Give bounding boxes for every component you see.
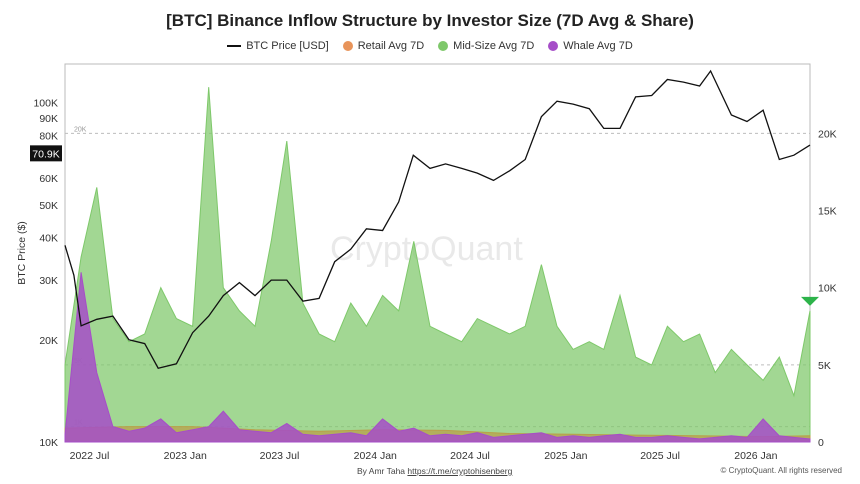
legend-label: Mid-Size Avg 7D bbox=[453, 40, 535, 52]
legend-line-swatch bbox=[227, 45, 242, 47]
legend-item-whale[interactable]: Whale Avg 7D bbox=[548, 40, 633, 52]
x-tick-label: 2024 Jul bbox=[450, 450, 490, 462]
left-tick-label: 50K bbox=[39, 200, 58, 212]
legend-label: Whale Avg 7D bbox=[563, 40, 633, 52]
mid-size-area bbox=[64, 87, 811, 443]
right-tick-label: 15K bbox=[818, 206, 837, 218]
right-tick-label: 20K bbox=[818, 128, 837, 140]
x-tick-label: 2022 Jul bbox=[70, 450, 110, 462]
latest-value-marker bbox=[801, 296, 819, 306]
y-axis-label: BTC Price ($) bbox=[16, 221, 28, 285]
right-tick-label: 0 bbox=[818, 437, 824, 449]
legend-dot-swatch bbox=[342, 41, 353, 51]
left-tick-label: 60K bbox=[39, 173, 58, 185]
left-tick-label: 80K bbox=[39, 131, 58, 143]
x-tick-label: 2023 Jan bbox=[164, 450, 207, 462]
left-tick-label: 40K bbox=[39, 233, 58, 245]
x-tick-label: 2025 Jan bbox=[544, 450, 587, 462]
legend-item-price[interactable]: BTC Price [USD] bbox=[227, 40, 329, 52]
line-series bbox=[64, 69, 811, 369]
footer-link[interactable]: https://t.me/cryptohisenberg bbox=[407, 466, 513, 476]
legend-dot-swatch bbox=[438, 41, 449, 51]
right-tick-label: 5K bbox=[818, 360, 831, 372]
left-tick-label: 20K bbox=[39, 335, 58, 347]
left-axis-ticks: 100K 90K 80K 60K 50K 40K 30K 20K 10K 70.9K bbox=[30, 98, 62, 449]
footer-copyright: © CryptoQuant. All rights reserved bbox=[720, 466, 843, 475]
left-tick-label: 30K bbox=[39, 275, 58, 287]
legend-label: BTC Price [USD] bbox=[246, 40, 329, 52]
x-tick-label: 2026 Jan bbox=[734, 450, 777, 462]
current-price-badge bbox=[30, 145, 62, 162]
x-axis-ticks: 2022 Jul 2023 Jan 2023 Jul 2024 Jan 2024 Jul… bbox=[70, 450, 778, 462]
x-tick-label: 2024 Jan bbox=[354, 450, 397, 462]
footer-credit: By Amr Taha https://t.me/cryptohisenberg bbox=[357, 466, 512, 476]
x-tick-label: 2023 Jul bbox=[260, 450, 300, 462]
x-tick-label: 2025 Jul bbox=[640, 450, 680, 462]
left-tick-label: 100K bbox=[33, 98, 58, 110]
current-price-label: 70.9K bbox=[32, 148, 59, 160]
btc-price-line bbox=[64, 69, 811, 369]
legend-item-retail[interactable]: Retail Avg 7D bbox=[342, 40, 425, 52]
footer-author: By Amr Taha bbox=[357, 466, 406, 476]
watermark: CryptoQuant bbox=[330, 230, 523, 268]
latest-marker-triangle bbox=[801, 296, 819, 306]
area-series bbox=[64, 87, 811, 443]
reference-line-label: 20K bbox=[74, 126, 87, 133]
chart-title: [BTC] Binance Inflow Structure by Invest… bbox=[166, 11, 694, 30]
left-tick-label: 10K bbox=[39, 437, 58, 449]
legend-label: Retail Avg 7D bbox=[357, 40, 425, 52]
chart-legend: BTC Price [USD] Retail Avg 7D Mid-Size A… bbox=[0, 40, 860, 52]
whale-area bbox=[64, 272, 811, 443]
legend-dot-swatch bbox=[548, 41, 559, 51]
right-tick-label: 10K bbox=[818, 283, 837, 295]
legend-item-mid[interactable]: Mid-Size Avg 7D bbox=[438, 40, 534, 52]
left-tick-label: 90K bbox=[39, 113, 58, 125]
right-axis-ticks: 20K 15K 10K 5K 0 bbox=[818, 128, 837, 449]
